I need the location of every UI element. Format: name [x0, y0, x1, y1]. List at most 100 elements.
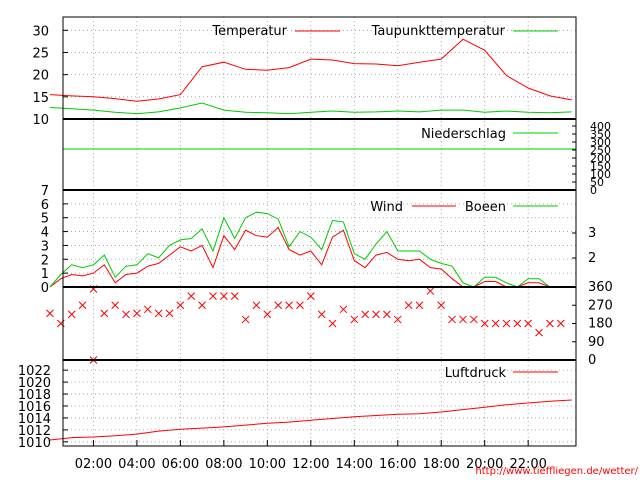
precipitation-y2-tick-label: 200: [590, 152, 611, 165]
pressure-y-tick-label: 1020: [18, 376, 51, 391]
wind-direction-marker: [198, 301, 206, 310]
time-tick-label: 16:00: [379, 457, 416, 472]
precipitation-y2-tick-label: 0: [590, 184, 597, 197]
wind-series-boeen-line: [49, 211, 572, 288]
time-tick-label: 10:00: [249, 457, 286, 472]
wind-direction-marker: [383, 310, 391, 319]
legend-wind-label: Wind: [370, 200, 403, 215]
grid-layer: [63, 17, 576, 446]
frame-layer: [62, 16, 577, 447]
pressure-y-tick-label: 1022: [18, 364, 51, 379]
wind-direction-marker: [393, 315, 402, 324]
wind-direction-marker: [469, 315, 478, 324]
pressure-y-tick-label: 1018: [18, 388, 51, 403]
wind-direction-marker: [100, 309, 109, 318]
wind-y2-tick-label: 2: [588, 251, 596, 266]
time-tick-label: 12:00: [292, 457, 329, 472]
wind-y-tick-label: 5: [41, 212, 49, 227]
time-tick-label: 20:00: [466, 457, 503, 472]
wind-direction-marker: [67, 310, 76, 319]
source-url: http://www.tieffliegen.de/wetter/: [475, 466, 638, 477]
time-tick-label: 22:00: [509, 457, 546, 472]
legend-luftdruck-label: Luftdruck: [445, 366, 507, 381]
wind-series-wind-line: [49, 226, 572, 288]
temperature-y-tick-label: 30: [32, 24, 49, 39]
temperature-y-tick-label: 10: [32, 113, 49, 128]
temperature-y-tick-label: 15: [32, 91, 49, 106]
wind-y-tick-label: 1: [41, 267, 49, 282]
wind-direction-marker: [252, 301, 261, 310]
wind-direction-y2-tick-label: 180: [588, 317, 613, 332]
legend-niederschlag-label: Niederschlag: [421, 127, 506, 142]
wind-direction-marker: [165, 309, 174, 318]
wind-direction-marker: [78, 301, 87, 310]
wind-direction-marker: [448, 315, 456, 324]
legend-taupunkt-label: Taupunkttemperatur: [371, 24, 506, 39]
wind-y-tick-label: 3: [41, 239, 49, 254]
temperature-y-tick-label: 25: [32, 46, 49, 61]
pressure-y-tick-label: 1016: [18, 400, 51, 415]
temperature-series-temperatur-line: [49, 38, 572, 102]
precipitation-y2-tick-label: 50: [590, 176, 604, 189]
wind-direction-marker: [480, 319, 489, 328]
temperature-series-taupunkt-line: [49, 102, 572, 115]
wind-direction-marker: [535, 328, 543, 337]
wind-direction-marker: [230, 292, 239, 300]
legend-boeen-label: Boeen: [465, 200, 506, 215]
time-tick-label: 06:00: [162, 457, 199, 472]
pressure-series-line: [49, 399, 572, 441]
wind-direction-marker: [350, 315, 359, 324]
wind-direction-marker: [546, 319, 554, 328]
time-tick-label: 08:00: [205, 457, 242, 472]
wind-direction-marker: [263, 310, 272, 319]
wind-direction-marker: [306, 292, 315, 300]
wind-y-tick-label: 7: [41, 184, 49, 199]
pressure-y-tick-label: 1012: [18, 424, 51, 439]
wind-direction-marker: [524, 319, 533, 328]
wind-direction-marker: [372, 310, 380, 319]
wind-direction-marker: [209, 292, 217, 300]
plot-frame: [62, 16, 577, 447]
wind-y-tick-label: 0: [41, 281, 49, 296]
wind-direction-marker: [187, 292, 196, 300]
legend-temperatur-label: Temperatur: [211, 24, 287, 39]
temperature-y-tick-label: 20: [32, 69, 49, 84]
wind-y2-tick-label: 3: [588, 226, 596, 241]
time-tick-label: 18:00: [422, 457, 459, 472]
wind-direction-y2-tick-label: 0: [588, 353, 596, 368]
wind-y-tick-label: 4: [41, 226, 49, 241]
time-tick-label: 02:00: [75, 457, 112, 472]
wind-direction-marker: [122, 310, 130, 319]
wind-direction-marker: [46, 309, 54, 318]
wind-direction-marker: [339, 305, 348, 314]
wind-direction-marker: [404, 301, 413, 310]
precipitation-y2-tick-label: 350: [590, 128, 611, 141]
wind-direction-marker: [241, 315, 250, 324]
wind-direction-marker: [437, 301, 446, 310]
wind-direction-marker: [556, 319, 565, 328]
wind-direction-marker: [459, 315, 467, 324]
precipitation-y2-tick-label: 150: [590, 160, 611, 173]
wind-direction-marker: [296, 301, 304, 310]
wind-direction-marker: [154, 309, 163, 318]
precipitation-y2-tick-label: 100: [590, 168, 611, 181]
wind-direction-y2-tick-label: 270: [588, 298, 613, 313]
pressure-y-tick-label: 1010: [18, 436, 51, 451]
wind-direction-marker: [220, 292, 228, 300]
precipitation-y2-tick-label: 400: [590, 120, 611, 133]
time-tick-label: 04:00: [118, 457, 155, 472]
wind-direction-marker: [176, 301, 185, 310]
wind-direction-marker: [328, 319, 337, 328]
wind-direction-marker: [361, 310, 370, 319]
wind-y-tick-label: 6: [41, 198, 49, 213]
precipitation-y2-tick-label: 250: [590, 144, 611, 157]
wind-direction-marker: [426, 287, 435, 295]
wind-direction-y2-tick-label: 90: [588, 335, 605, 350]
wind-direction-marker: [415, 301, 424, 310]
wind-direction-marker: [491, 319, 500, 328]
wind-direction-marker: [285, 301, 293, 310]
wind-direction-marker: [317, 310, 326, 319]
